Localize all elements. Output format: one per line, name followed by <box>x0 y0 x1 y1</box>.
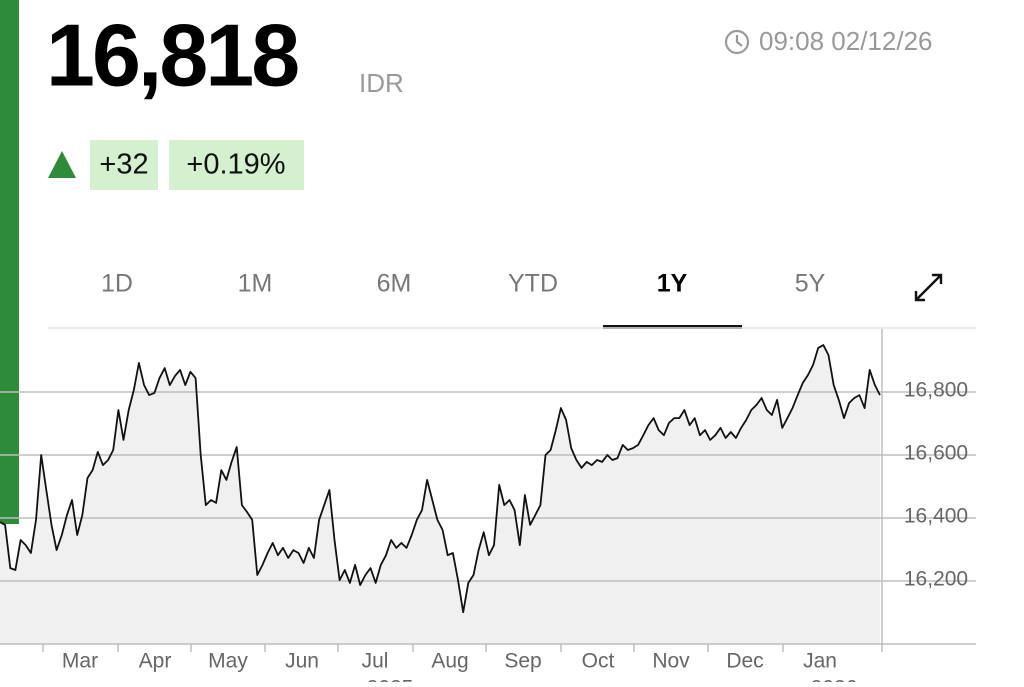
year-label: 2026 <box>811 677 858 682</box>
clock-icon <box>724 29 750 55</box>
y-tick-label: 16,800 <box>904 379 968 402</box>
tabs: 1D 1M 6M YTD 1Y 5Y <box>101 270 826 329</box>
accent-bar <box>0 0 19 524</box>
tab[interactable]: 1D <box>101 270 133 298</box>
price: 16,818 <box>46 5 298 104</box>
x-tick-label: Aug <box>431 650 468 673</box>
tab-underline <box>603 325 742 329</box>
x-tick-label: May <box>208 650 248 673</box>
x-tick-label: Dec <box>726 650 763 673</box>
area <box>0 345 880 644</box>
currency: IDR <box>359 68 404 98</box>
change: +32 <box>99 149 148 181</box>
x-tick-label: Jun <box>285 650 319 673</box>
tab[interactable]: 1M <box>238 270 273 298</box>
up-arrow <box>48 151 76 178</box>
change-box <box>90 140 158 190</box>
x-tick-label: Oct <box>582 650 615 673</box>
y-tick-label: 16,200 <box>904 568 968 591</box>
y-tick-label: 16,400 <box>904 505 968 528</box>
expand-icon[interactable] <box>914 273 943 302</box>
x-tick-label: Jan <box>803 650 837 673</box>
tab[interactable]: 5Y <box>795 270 826 298</box>
plot: 16,200 16,400 16,600 16,800 Mar Apr May Jun Jul A… <box>0 329 976 687</box>
x-tick-label: Sep <box>504 650 541 673</box>
timestamp: 09:08 02/12/26 <box>759 26 933 56</box>
tab[interactable]: 1Y <box>657 270 688 298</box>
tab[interactable]: 6M <box>377 270 412 298</box>
price-line <box>0 344 881 614</box>
change-percent: +0.19% <box>186 149 285 181</box>
tab[interactable]: YTD <box>508 270 558 298</box>
y-tick-label: 16,600 <box>904 442 968 465</box>
x-tick-label: Jul <box>362 650 389 673</box>
x-tick-label: Mar <box>62 650 98 673</box>
x-tick-label: Nov <box>652 650 690 673</box>
x-tick-label: Apr <box>139 650 172 673</box>
year-label: 2025 <box>367 677 414 682</box>
change-percent-box <box>169 140 304 190</box>
